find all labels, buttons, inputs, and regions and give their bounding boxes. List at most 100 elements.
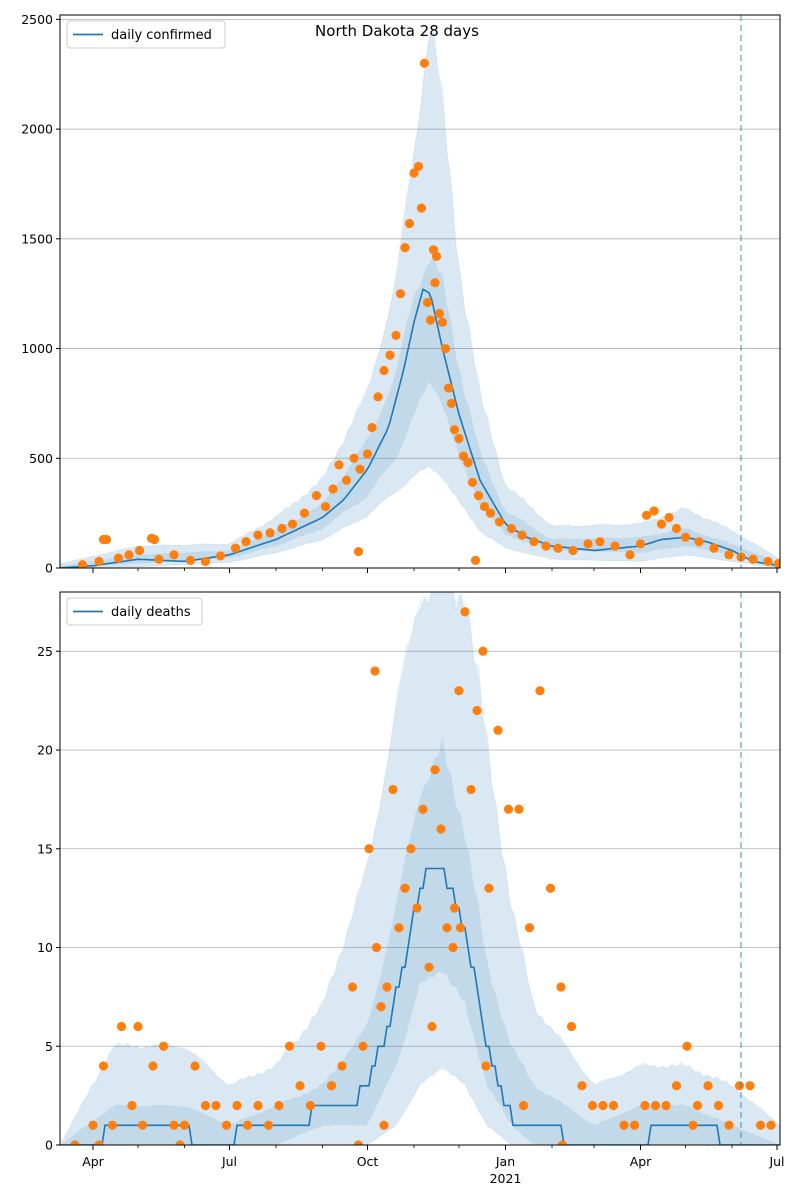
data-point — [608, 1100, 619, 1111]
data-point — [427, 1021, 437, 1032]
scatter-points — [77, 58, 780, 568]
data-point — [404, 218, 415, 229]
data-point — [154, 554, 164, 564]
data-point — [305, 1100, 316, 1111]
data-point — [503, 804, 514, 814]
data-point — [299, 508, 310, 518]
data-point — [430, 765, 440, 775]
scatter-points — [70, 607, 776, 1145]
data-point — [682, 1041, 692, 1051]
data-point — [553, 543, 563, 553]
y-tick-label: 20 — [37, 743, 53, 758]
data-point — [557, 1140, 568, 1145]
data-point — [454, 433, 464, 444]
y-tick-label: 2000 — [21, 122, 53, 137]
legend: daily deaths — [66, 597, 203, 626]
data-point — [671, 1081, 682, 1091]
y-tick-label: 500 — [29, 451, 53, 466]
data-point — [664, 512, 674, 523]
data-point — [418, 804, 428, 814]
data-point — [568, 545, 578, 556]
data-point — [466, 784, 476, 795]
data-point — [274, 1100, 284, 1111]
y-tick-label: 2500 — [21, 12, 53, 27]
x-year-label: 2021 — [490, 1171, 522, 1186]
plot-area — [60, 27, 780, 568]
data-point — [169, 550, 179, 560]
data-point — [458, 451, 469, 461]
data-point — [484, 883, 494, 893]
data-point — [734, 1081, 745, 1091]
data-point — [440, 343, 451, 354]
data-point — [371, 942, 382, 953]
data-point — [221, 1120, 232, 1130]
data-point — [745, 1081, 755, 1091]
data-point — [472, 705, 482, 716]
data-point — [400, 883, 410, 893]
axes-frame — [59, 591, 781, 1146]
data-point — [347, 982, 358, 992]
data-point — [284, 1041, 295, 1051]
data-point — [215, 551, 226, 561]
data-point — [709, 543, 719, 553]
data-point — [446, 398, 457, 409]
data-point — [241, 537, 251, 547]
data-point — [77, 560, 88, 568]
data-point — [337, 1061, 347, 1071]
data-point — [211, 1100, 221, 1111]
data-point — [431, 251, 442, 261]
data-point — [640, 1100, 650, 1111]
data-point — [295, 1081, 305, 1091]
data-point — [385, 350, 395, 360]
data-point — [349, 453, 359, 463]
data-point — [277, 523, 287, 534]
data-point — [587, 1100, 598, 1111]
y-tick-label: 25 — [37, 644, 53, 659]
data-point — [434, 308, 445, 319]
band-outer — [60, 592, 780, 1145]
data-point — [467, 477, 478, 488]
data-point — [179, 1120, 190, 1130]
data-point — [448, 942, 458, 953]
data-point — [341, 475, 352, 485]
data-point — [265, 528, 275, 538]
x-tick-label: Oct — [357, 1154, 379, 1169]
data-point — [610, 541, 620, 551]
data-point — [463, 458, 473, 468]
x-tick-label: Jul — [768, 1154, 784, 1169]
data-point — [185, 555, 196, 565]
data-point — [124, 550, 134, 560]
band-inner — [60, 256, 780, 568]
y-tick-label: 1500 — [21, 231, 53, 246]
data-point — [358, 1041, 368, 1051]
data-point — [364, 844, 374, 854]
data-point — [127, 1100, 137, 1111]
data-point — [263, 1120, 274, 1130]
chart-title: North Dakota 28 days — [315, 22, 479, 40]
data-point — [763, 556, 773, 567]
data-point — [253, 1100, 263, 1111]
data-point — [650, 1100, 661, 1111]
data-point — [113, 553, 124, 563]
data-point — [416, 203, 427, 213]
data-point — [470, 555, 481, 565]
data-point — [449, 425, 460, 435]
data-point — [422, 297, 433, 308]
data-point — [149, 534, 160, 545]
data-point — [443, 383, 454, 393]
data-point — [230, 543, 241, 553]
data-point — [190, 1061, 200, 1071]
x-tick-label: Jul — [221, 1154, 237, 1169]
data-point — [556, 982, 566, 992]
data-point — [376, 1002, 386, 1012]
y-tick-label: 1000 — [21, 341, 53, 356]
data-point — [367, 422, 377, 433]
x-tick-label: Jan — [495, 1154, 515, 1169]
data-point — [514, 804, 524, 814]
data-point — [598, 1100, 608, 1111]
data-point — [353, 1140, 364, 1145]
band-inner — [60, 736, 780, 1145]
data-point — [481, 1061, 491, 1071]
data-point — [442, 923, 452, 933]
